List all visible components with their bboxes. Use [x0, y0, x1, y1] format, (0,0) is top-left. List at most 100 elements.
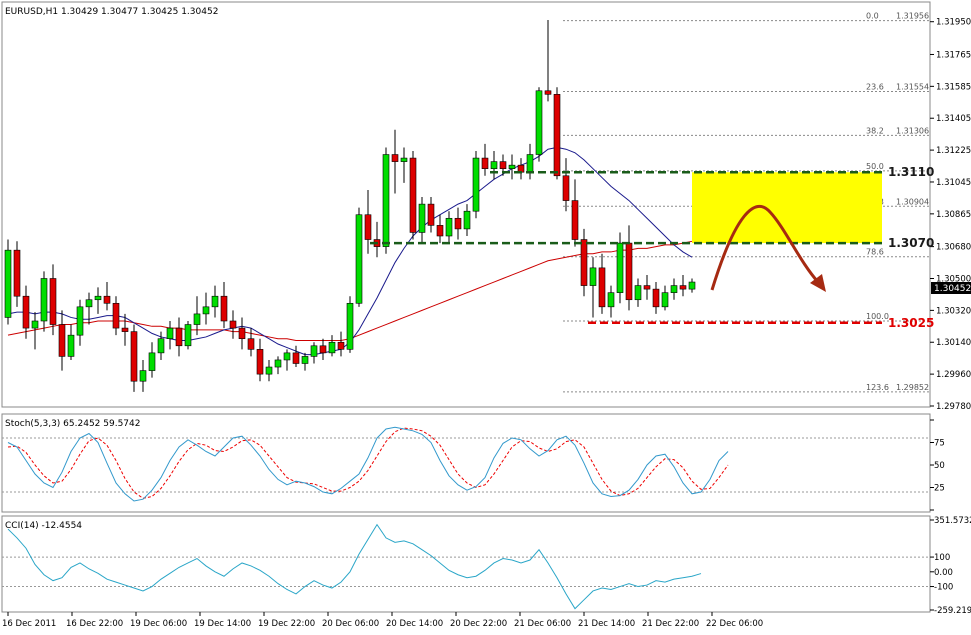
candle — [598, 253, 606, 314]
candle — [553, 87, 561, 180]
cci-tick-label: 100 — [934, 553, 950, 563]
price-pane[interactable]: EURUSD,H1 1.30429 1.30477 1.30425 1.3045… — [1, 1, 971, 412]
time-tick-label: 21 Dec 14:00 — [578, 619, 635, 629]
stochastic-pane[interactable]: Stoch(5,3,3) 65.2452 59.5742 75 50 25 — [1, 413, 945, 513]
time-tick-label: 21 Dec 22:00 — [642, 619, 699, 629]
candle — [562, 158, 570, 212]
candle-body — [463, 210, 471, 230]
time-tick-label: 21 Dec 06:00 — [514, 619, 571, 629]
candlesticks — [4, 19, 696, 392]
cci-pane[interactable]: CCI(14) -12.4554 351.5732 100 0.00 -100 -259… — [1, 515, 971, 616]
candle — [292, 345, 300, 368]
fib-price-label: 1.29852 — [896, 383, 929, 392]
candle-body — [193, 313, 201, 325]
candle — [202, 292, 210, 325]
candle-body — [679, 285, 687, 290]
candle — [580, 228, 588, 297]
candle-body — [535, 90, 543, 155]
stochastic-pane-frame — [1, 413, 931, 513]
candle — [139, 359, 147, 392]
candle-body — [229, 320, 237, 329]
cci-value-line — [7, 523, 702, 610]
candle — [481, 143, 489, 176]
candle-body — [499, 161, 507, 169]
candle-body — [427, 203, 435, 226]
candle — [265, 359, 273, 382]
price-tick-label: 1.30500 — [936, 274, 971, 284]
candle — [238, 317, 246, 350]
candle — [337, 331, 345, 357]
candle-body — [355, 214, 363, 304]
candle-body — [238, 327, 246, 340]
candle — [391, 129, 399, 194]
candle-body — [139, 370, 147, 382]
cci-tick-label: 0.00 — [934, 568, 953, 578]
candle — [247, 328, 255, 357]
time-axis: 16 Dec 2011 16 Dec 22:00 19 Dec 06:00 19 De… — [2, 612, 763, 629]
candle — [211, 285, 219, 318]
candle-body — [490, 161, 498, 169]
candle — [319, 338, 327, 360]
candle-body — [301, 356, 309, 364]
candle — [193, 296, 201, 336]
candle — [4, 239, 12, 325]
candle — [310, 342, 318, 364]
candle-body — [445, 217, 453, 237]
candle-body — [220, 295, 228, 322]
candle-body — [328, 341, 336, 354]
candle — [76, 299, 84, 346]
candle-body — [688, 281, 696, 290]
candle-body — [625, 242, 633, 301]
candle-body — [382, 154, 390, 247]
fib-price-label: 1.31306 — [896, 126, 929, 135]
fib-price-label: 1.30904 — [896, 197, 929, 206]
candle — [508, 154, 516, 180]
candle-body — [409, 157, 417, 233]
candle — [472, 150, 480, 219]
candle — [346, 296, 354, 353]
candle — [544, 19, 552, 102]
candle-body — [76, 306, 84, 336]
candle-body — [49, 278, 57, 325]
candle-body — [652, 288, 660, 308]
stochastic-axis: 75 50 25 — [2, 419, 945, 511]
cci-line — [7, 523, 702, 610]
candle — [535, 87, 543, 162]
candle — [67, 324, 75, 360]
price-tick-label: 1.29960 — [936, 370, 971, 380]
time-tick-label: 20 Dec 14:00 — [386, 619, 443, 629]
candle — [643, 274, 651, 300]
candle-body — [310, 345, 318, 357]
time-tick-label: 22 Dec 06:00 — [706, 619, 763, 629]
candle-body — [283, 352, 291, 361]
candle-body — [598, 267, 606, 308]
candle — [58, 310, 66, 371]
candle-body — [661, 292, 669, 308]
candle-body — [346, 302, 354, 350]
price-tick-label: 1.31765 — [936, 50, 971, 60]
candle-body — [85, 299, 93, 308]
time-tick-label: 16 Dec 2011 — [2, 619, 56, 629]
time-tick-label: 20 Dec 22:00 — [450, 619, 507, 629]
cci-pane-frame — [1, 515, 931, 613]
candle-body — [121, 327, 129, 332]
candle-body — [589, 267, 597, 286]
candle — [40, 271, 48, 332]
projection-arrow — [710, 204, 826, 292]
candle-body — [247, 338, 255, 350]
cci-tick-label: 351.5732 — [934, 516, 971, 526]
fib-ratio-label: 50.0 — [866, 162, 884, 171]
candle — [22, 285, 30, 339]
candle — [463, 204, 471, 236]
candle — [616, 232, 624, 304]
fib-ratio-label: 78.6 — [866, 248, 884, 257]
candle-body — [31, 320, 39, 329]
candle-body — [562, 175, 570, 201]
candle — [121, 313, 129, 346]
candle — [427, 197, 435, 233]
fib-ratio-label: 0.0 — [866, 12, 879, 21]
candle-body — [292, 352, 300, 364]
